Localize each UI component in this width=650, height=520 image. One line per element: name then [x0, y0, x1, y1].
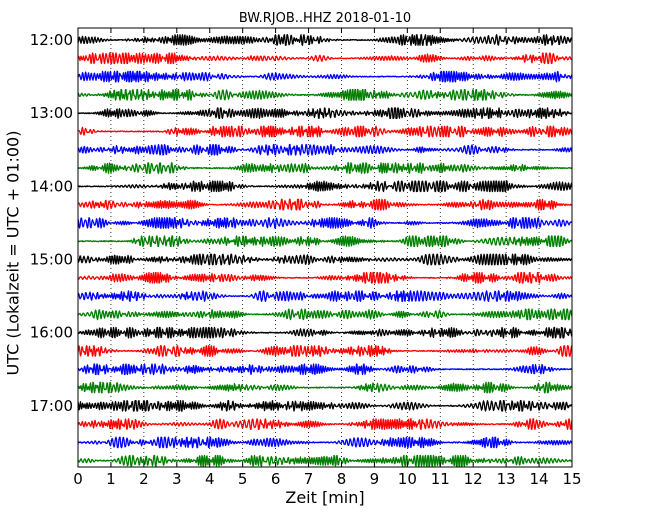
- x-tick-label: 10: [398, 470, 417, 488]
- x-tick-label: 5: [238, 470, 248, 488]
- x-tick-label: 14: [530, 470, 549, 488]
- trace-1700: [77, 399, 573, 412]
- trace-1515: [77, 271, 573, 284]
- y-tick-label: 15:00: [30, 251, 73, 269]
- trace-1545: [77, 308, 573, 321]
- trace-1245: [77, 89, 573, 101]
- trace-1745: [77, 454, 573, 467]
- trace-1530: [77, 290, 573, 302]
- trace-1730: [77, 436, 573, 449]
- y-tick-label: 17:00: [30, 397, 73, 415]
- trace-1400: [77, 180, 573, 193]
- y-axis-label: UTC (Lokalzeit = UTC + 01:00): [3, 130, 23, 376]
- plot-frame: [77, 27, 573, 468]
- x-tick-label: 8: [337, 470, 347, 488]
- y-tick-label: 12:00: [30, 31, 73, 49]
- trace-1215: [77, 52, 573, 65]
- plot-area: [78, 28, 572, 467]
- trace-1230: [77, 70, 573, 83]
- trace-1300: [77, 107, 573, 120]
- trace-1500: [77, 253, 573, 266]
- x-tick-label: 1: [106, 470, 116, 488]
- x-tick-label: 6: [271, 470, 281, 488]
- trace-1715: [77, 418, 573, 430]
- y-tick-label: 16:00: [30, 324, 73, 342]
- trace-1415: [77, 198, 573, 211]
- x-tick-label: 3: [172, 470, 182, 488]
- trace-1330: [77, 143, 573, 156]
- chart-title: BW.RJOB..HHZ 2018-01-10: [238, 11, 412, 26]
- x-tick-label: 11: [431, 470, 450, 488]
- x-tick-label: 7: [304, 470, 314, 488]
- y-tick-label: 13:00: [30, 104, 73, 122]
- trace-1645: [77, 381, 573, 394]
- x-axis-label: Zeit [min]: [285, 488, 365, 507]
- trace-1630: [77, 363, 573, 376]
- x-tick-label: 13: [497, 470, 516, 488]
- trace-1345: [77, 162, 573, 174]
- trace-1200: [77, 34, 573, 46]
- trace-1315: [77, 125, 573, 138]
- x-tick-label: 2: [139, 470, 149, 488]
- trace-1600: [77, 326, 573, 339]
- x-tick-label: 0: [73, 470, 83, 488]
- trace-1615: [77, 345, 573, 357]
- x-tick-label: 9: [370, 470, 380, 488]
- y-tick-label: 14:00: [30, 177, 73, 195]
- x-tick-label: 4: [205, 470, 215, 488]
- x-tick-label: 12: [464, 470, 483, 488]
- trace-1430: [77, 217, 573, 229]
- trace-1445: [77, 235, 573, 248]
- x-tick-label: 15: [562, 470, 581, 488]
